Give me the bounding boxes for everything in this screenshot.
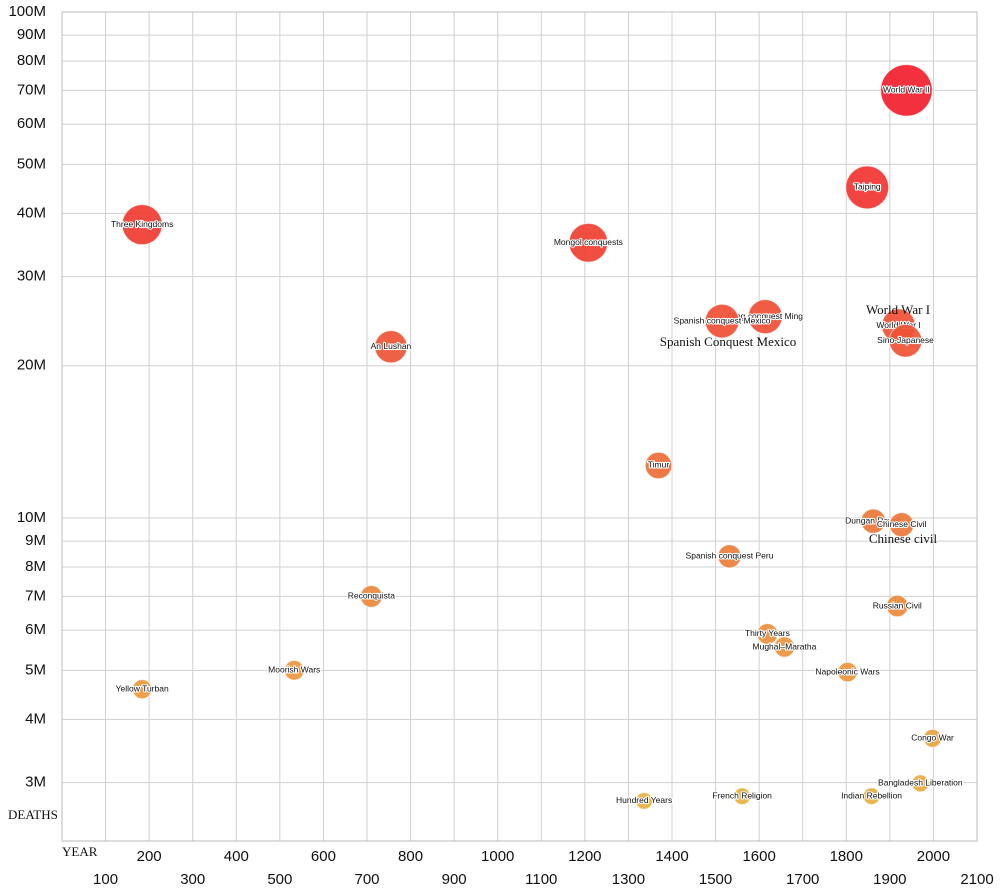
bubble xyxy=(756,623,779,645)
bubble xyxy=(880,64,933,117)
x-tick-label: 1400 xyxy=(655,848,688,865)
bubble xyxy=(845,165,890,210)
bubble xyxy=(644,451,673,480)
y-tick-label: 30M xyxy=(17,268,46,285)
x-tick-label: 2100 xyxy=(960,871,993,888)
bubble-label: Sino-Japanese xyxy=(877,335,934,345)
y-tick-label: 20M xyxy=(17,357,46,374)
x-axis-label: YEAR xyxy=(62,844,98,859)
annotation: World War I xyxy=(866,302,930,317)
bubble-label: Dungan Revolt xyxy=(845,515,902,525)
x-tick-label: 200 xyxy=(137,848,162,865)
bubble xyxy=(747,299,783,335)
x-tick-label: 1700 xyxy=(786,871,819,888)
y-tick-label: 9M xyxy=(25,532,46,549)
x-tick-label: 300 xyxy=(180,871,205,888)
y-tick-label: 60M xyxy=(17,115,46,132)
bubble xyxy=(132,679,153,700)
bubble xyxy=(635,792,653,810)
bubble-label: French Religion xyxy=(712,790,772,800)
x-tick-label: 800 xyxy=(398,848,423,865)
x-tick-label: 400 xyxy=(224,848,249,865)
bubble-label: Mughal–Maratha xyxy=(753,641,817,651)
y-tick-label: 90M xyxy=(17,26,46,43)
bubble xyxy=(886,594,909,618)
y-axis-label: DEATHS xyxy=(8,807,58,822)
y-tick-label: 10M xyxy=(17,509,46,526)
x-tick-label: 1500 xyxy=(699,871,732,888)
x-tick-label: 1600 xyxy=(742,848,775,865)
y-tick-label: 6M xyxy=(25,621,46,638)
annotation: Chinese civil xyxy=(869,531,938,546)
y-tick-label: 3M xyxy=(25,774,46,791)
bubble xyxy=(568,222,609,263)
bubble-label: Spanish conquest Mexico xyxy=(674,315,771,325)
y-tick-label: 70M xyxy=(17,81,46,98)
bubble xyxy=(704,303,740,339)
y-tick-label: 8M xyxy=(25,558,46,575)
y-tick-label: 80M xyxy=(17,52,46,69)
bubble-label: Mongol conquests xyxy=(554,237,623,247)
x-tick-label: 1300 xyxy=(612,871,645,888)
bubble xyxy=(837,661,858,683)
x-tick-label: 100 xyxy=(93,871,118,888)
bubble xyxy=(860,508,886,534)
x-tick-label: 700 xyxy=(354,871,379,888)
bubble xyxy=(733,787,752,806)
bubble-label: Timur xyxy=(648,460,670,470)
x-tick-label: 1900 xyxy=(873,871,906,888)
bubble xyxy=(359,585,383,608)
y-tick-label: 4M xyxy=(25,710,46,727)
y-tick-label: 50M xyxy=(17,155,46,172)
bubble-label: Chinese Civil xyxy=(877,519,927,529)
bubble-label: An Lushan xyxy=(371,341,412,351)
y-tick-label: 5M xyxy=(25,661,46,678)
x-tick-label: 2000 xyxy=(917,848,950,865)
bubble-label: Hundred Years xyxy=(616,795,672,805)
x-tick-label: 500 xyxy=(267,871,292,888)
bubble-label: Spanish conquest Peru xyxy=(686,551,774,561)
x-tick-label: 1100 xyxy=(525,871,557,888)
x-tick-label: 1000 xyxy=(481,848,514,865)
bubble-label: Yellow Turban xyxy=(116,683,169,693)
bubble-label: Taiping xyxy=(854,182,881,192)
y-tick-label: 100M xyxy=(8,3,46,20)
y-tick-label: 40M xyxy=(17,204,46,221)
bubble xyxy=(374,330,408,364)
bubble-label: Qing conquest Ming xyxy=(727,311,803,321)
y-tick-label: 7M xyxy=(25,587,46,604)
bubble xyxy=(283,660,305,681)
bubble-label: Three Kingdoms xyxy=(111,219,173,229)
bubble xyxy=(911,774,930,793)
bubble xyxy=(717,544,742,569)
grid xyxy=(62,11,978,841)
bubble-label: Russian Civil xyxy=(873,600,922,610)
bubble xyxy=(923,728,943,748)
plot-frame xyxy=(61,11,978,842)
bubble-label: Moorish Wars xyxy=(268,665,320,675)
x-tick-label: 600 xyxy=(311,848,336,865)
x-tick-label: 1800 xyxy=(830,848,863,865)
bubble xyxy=(888,323,923,358)
bubble xyxy=(121,204,163,246)
bubble-label: Reconquista xyxy=(348,591,396,601)
annotation: Spanish Conquest Mexico xyxy=(660,334,797,349)
x-tick-label: 900 xyxy=(442,871,467,888)
bubble xyxy=(862,787,881,806)
x-tick-label: 1200 xyxy=(568,848,601,865)
bubble-label: Napoleonic Wars xyxy=(815,666,879,676)
bubble-label: Congo War xyxy=(911,733,954,743)
bubble-label: Bangladesh Liberation xyxy=(878,778,963,788)
bubble-label: Indian Rebellion xyxy=(841,790,902,800)
bubble xyxy=(773,636,796,658)
bubble-label: Thirty Years xyxy=(745,628,790,638)
bubble-label: World War II xyxy=(883,85,930,95)
bubble xyxy=(889,512,915,538)
